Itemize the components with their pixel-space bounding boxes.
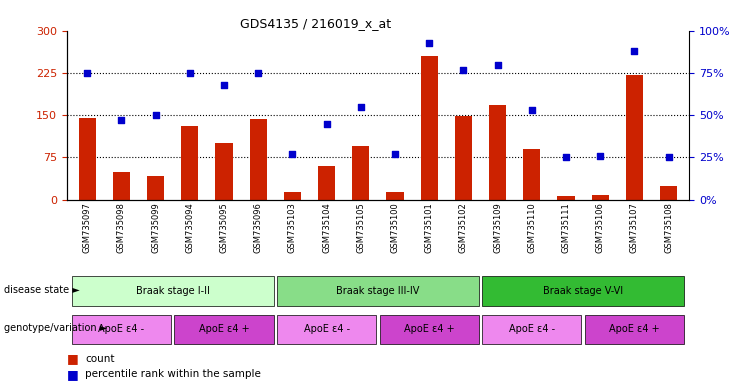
Text: ApoE ε4 +: ApoE ε4 + xyxy=(404,324,454,334)
Bar xyxy=(182,126,199,200)
Bar xyxy=(387,192,404,200)
Bar xyxy=(277,314,376,344)
Point xyxy=(321,121,333,127)
Bar xyxy=(72,314,171,344)
Point xyxy=(423,40,435,46)
Bar xyxy=(277,276,479,306)
Point xyxy=(628,48,640,54)
Text: ApoE ε4 -: ApoE ε4 - xyxy=(99,324,144,334)
Bar xyxy=(79,118,96,200)
Bar xyxy=(352,146,369,200)
Bar xyxy=(250,119,267,200)
Text: ■: ■ xyxy=(67,353,79,366)
Point xyxy=(218,82,230,88)
Point xyxy=(594,153,606,159)
Bar xyxy=(421,56,438,200)
Text: percentile rank within the sample: percentile rank within the sample xyxy=(85,369,261,379)
Text: ApoE ε4 +: ApoE ε4 + xyxy=(199,324,249,334)
Text: disease state ►: disease state ► xyxy=(4,285,79,295)
Text: Braak stage III-IV: Braak stage III-IV xyxy=(336,286,419,296)
Bar xyxy=(626,74,643,200)
Bar xyxy=(379,314,479,344)
Bar xyxy=(489,105,506,200)
Bar xyxy=(318,166,335,200)
Point xyxy=(662,154,674,161)
Bar xyxy=(585,314,684,344)
Bar xyxy=(557,196,574,200)
Bar xyxy=(591,195,609,200)
Point xyxy=(355,104,367,110)
Point xyxy=(184,70,196,76)
Point xyxy=(252,70,264,76)
Point xyxy=(287,151,299,157)
Point xyxy=(82,70,93,76)
Point xyxy=(150,112,162,118)
Bar xyxy=(284,192,301,200)
Text: ApoE ε4 -: ApoE ε4 - xyxy=(304,324,350,334)
Text: ApoE ε4 +: ApoE ε4 + xyxy=(609,324,659,334)
Point xyxy=(492,61,504,68)
Text: genotype/variation ►: genotype/variation ► xyxy=(4,323,107,333)
Bar xyxy=(174,314,273,344)
Bar xyxy=(455,116,472,200)
Point xyxy=(560,154,572,161)
Point xyxy=(116,117,127,123)
Text: ■: ■ xyxy=(67,368,79,381)
Bar xyxy=(147,176,165,200)
Bar xyxy=(216,143,233,200)
Bar xyxy=(482,276,684,306)
Point xyxy=(457,66,469,73)
Bar xyxy=(72,276,273,306)
Text: count: count xyxy=(85,354,115,364)
Title: GDS4135 / 216019_x_at: GDS4135 / 216019_x_at xyxy=(240,17,391,30)
Text: Braak stage V-VI: Braak stage V-VI xyxy=(543,286,623,296)
Bar xyxy=(660,185,677,200)
Bar xyxy=(482,314,582,344)
Text: Braak stage I-II: Braak stage I-II xyxy=(136,286,210,296)
Point xyxy=(526,107,538,113)
Point xyxy=(389,151,401,157)
Bar xyxy=(523,149,540,200)
Text: ApoE ε4 -: ApoE ε4 - xyxy=(509,324,555,334)
Bar xyxy=(113,172,130,200)
